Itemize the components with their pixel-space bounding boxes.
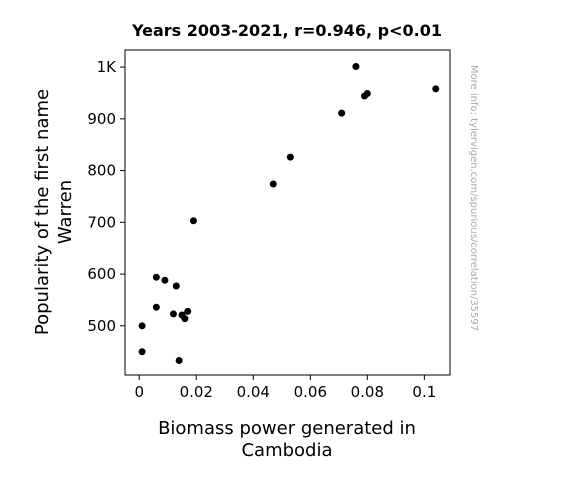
data-point	[138, 348, 146, 356]
data-point	[184, 307, 192, 315]
data-point	[338, 109, 346, 117]
x-tick-label: 0.04	[237, 383, 270, 401]
y-axis-ticks: 500 600 700 800 900 1K	[87, 58, 125, 335]
data-point	[269, 180, 277, 188]
data-point	[352, 63, 360, 71]
x-axis-label-line-2: Cambodia	[241, 440, 332, 461]
y-tick-label: 1K	[97, 58, 118, 76]
data-point	[286, 153, 294, 161]
data-points	[138, 63, 440, 365]
data-point	[152, 273, 160, 281]
plot-frame	[124, 49, 451, 376]
x-tick-label: 0.08	[351, 383, 384, 401]
x-tick-label: 0.1	[412, 383, 436, 401]
x-tick-label: 0.06	[294, 383, 327, 401]
data-point	[432, 85, 440, 93]
data-point	[363, 89, 371, 97]
data-point	[175, 357, 183, 365]
y-tick-label: 600	[87, 265, 116, 283]
x-axis-ticks: 0 0.02 0.04 0.06 0.08 0.1	[134, 375, 436, 401]
y-tick-label: 800	[87, 162, 116, 180]
y-axis-label-line-1: Popularity of the first name	[32, 89, 53, 335]
data-point	[138, 322, 146, 330]
data-point	[161, 276, 169, 284]
y-axis-label-line-2: Warren	[55, 180, 76, 244]
x-tick-label: 0	[134, 383, 144, 401]
data-point	[172, 282, 180, 290]
chart-title: Years 2003-2021, r=0.946, p<0.01	[131, 21, 442, 40]
data-point	[189, 217, 197, 225]
x-axis-label-line-1: Biomass power generated in	[158, 418, 416, 439]
x-tick-label: 0.02	[180, 383, 213, 401]
data-point	[152, 303, 160, 311]
data-point	[181, 315, 189, 323]
source-note: More info: tylervigen.com/spurious/corre…	[468, 65, 479, 331]
y-tick-label: 900	[87, 110, 116, 128]
data-point	[169, 310, 177, 318]
y-tick-label: 500	[87, 317, 116, 335]
y-tick-label: 700	[87, 213, 116, 231]
